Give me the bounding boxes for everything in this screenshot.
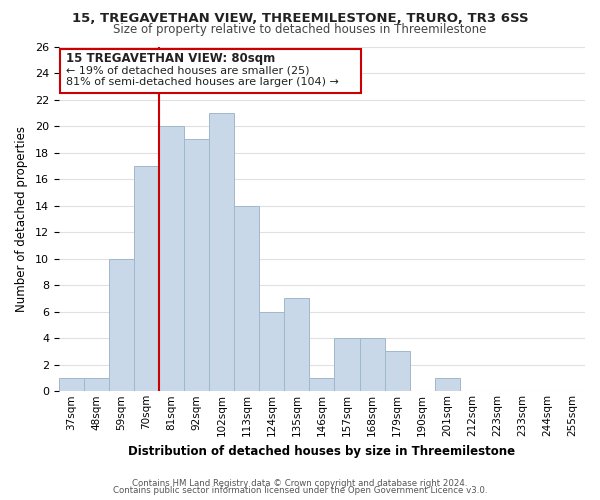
Bar — [310, 378, 334, 392]
Bar — [134, 166, 159, 392]
Text: ← 19% of detached houses are smaller (25): ← 19% of detached houses are smaller (25… — [67, 65, 310, 75]
Text: Size of property relative to detached houses in Threemilestone: Size of property relative to detached ho… — [113, 22, 487, 36]
Bar — [209, 113, 234, 392]
Bar — [334, 338, 359, 392]
Bar — [284, 298, 310, 392]
Text: 15, TREGAVETHAN VIEW, THREEMILESTONE, TRURO, TR3 6SS: 15, TREGAVETHAN VIEW, THREEMILESTONE, TR… — [71, 12, 529, 26]
Bar — [385, 352, 410, 392]
Bar — [184, 140, 209, 392]
Bar — [159, 126, 184, 392]
Y-axis label: Number of detached properties: Number of detached properties — [15, 126, 28, 312]
Text: Contains public sector information licensed under the Open Government Licence v3: Contains public sector information licen… — [113, 486, 487, 495]
Bar — [59, 378, 84, 392]
Bar — [434, 378, 460, 392]
Bar — [84, 378, 109, 392]
Text: Contains HM Land Registry data © Crown copyright and database right 2024.: Contains HM Land Registry data © Crown c… — [132, 478, 468, 488]
Bar — [109, 258, 134, 392]
X-axis label: Distribution of detached houses by size in Threemilestone: Distribution of detached houses by size … — [128, 444, 515, 458]
Text: 81% of semi-detached houses are larger (104) →: 81% of semi-detached houses are larger (… — [67, 77, 340, 87]
Text: 15 TREGAVETHAN VIEW: 80sqm: 15 TREGAVETHAN VIEW: 80sqm — [67, 52, 275, 65]
FancyBboxPatch shape — [60, 49, 361, 93]
Bar — [259, 312, 284, 392]
Bar — [234, 206, 259, 392]
Bar — [359, 338, 385, 392]
